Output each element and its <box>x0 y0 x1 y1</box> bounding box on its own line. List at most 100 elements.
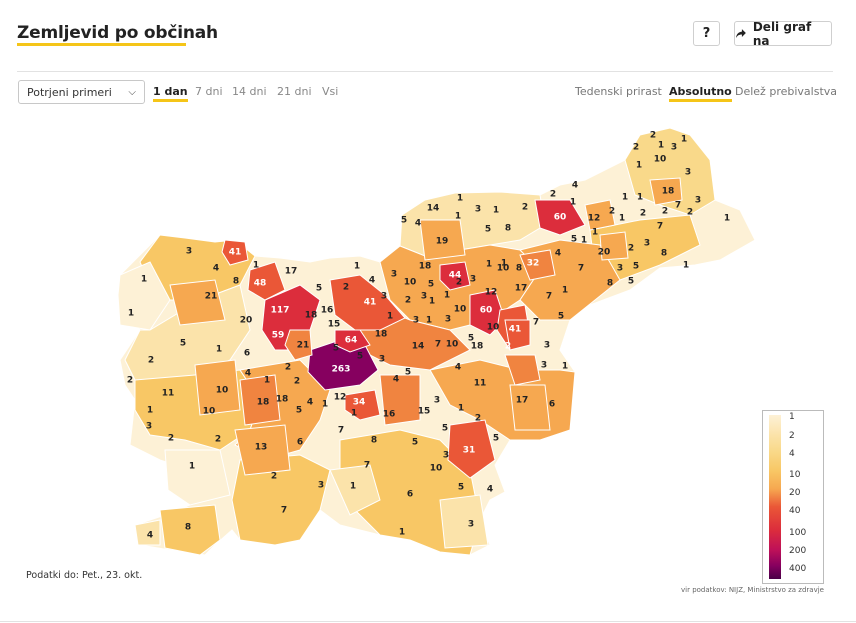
tab-weekly-growth[interactable]: Tedenski prirast <box>575 85 662 98</box>
region-ptuj <box>584 199 616 231</box>
map-label: 18 <box>375 330 388 340</box>
map-label: 6 <box>407 490 413 500</box>
map-label: 1 <box>681 135 687 145</box>
share-arrow-icon <box>735 28 746 38</box>
region-prekmurje <box>624 127 716 216</box>
map-label: 4 <box>555 249 561 259</box>
map-label: 8 <box>516 264 522 274</box>
map-label: 1 <box>636 161 642 171</box>
map-label: 2 <box>640 209 646 219</box>
map-label: 8 <box>233 277 239 287</box>
map-label: 1 <box>387 312 393 322</box>
map-label: 2 <box>168 434 174 444</box>
legend-tick: 40 <box>789 506 801 516</box>
map-label: 18 <box>471 342 484 352</box>
map-label: 3 <box>413 316 419 326</box>
tab-range-1-day[interactable]: 1 dan <box>153 85 188 102</box>
map-label: 1 <box>350 482 356 492</box>
map-label: 10 <box>203 407 216 417</box>
color-legend: 1 2 4 10 20 40 100 200 400 <box>762 410 824 584</box>
map-label: 18 <box>305 311 318 321</box>
map-label: 1 <box>570 198 576 208</box>
region-ormoz <box>599 231 629 261</box>
map-label: 7 <box>435 340 441 350</box>
map-label: 1 <box>399 528 405 538</box>
map-label: 60 <box>480 306 493 316</box>
map-label: 1 <box>562 362 568 372</box>
map-label: 4 <box>369 276 375 286</box>
map-label: 1 <box>724 214 730 224</box>
map-label: 1 <box>444 291 450 301</box>
map-label: 19 <box>436 237 449 247</box>
map-label: 3 <box>671 143 677 153</box>
map-label: 15 <box>418 407 431 417</box>
legend-tick: 200 <box>789 546 807 556</box>
map-label: 13 <box>255 443 268 453</box>
map-label: 20 <box>240 316 253 326</box>
map-label: 34 <box>353 398 366 408</box>
map-label: 10 <box>446 340 459 350</box>
map-label: 8 <box>371 436 377 446</box>
map-label: 2 <box>148 356 154 366</box>
region-grosuplje <box>344 389 381 421</box>
map-label: 1 <box>354 262 360 272</box>
map-label: 7 <box>546 292 552 302</box>
region-tolmin <box>169 279 226 326</box>
map-label: 2 <box>628 244 634 254</box>
map-label: 117 <box>271 306 290 316</box>
share-button[interactable]: Deli graf na <box>734 19 832 48</box>
legend-tick: 10 <box>789 470 801 480</box>
region-vrhnika <box>284 329 313 361</box>
legend-tick: 20 <box>789 488 801 498</box>
map-label: 5 <box>401 216 407 226</box>
map-label: 10 <box>430 464 443 474</box>
tab-range-7-days[interactable]: 7 dni <box>195 85 223 98</box>
map-label: 12 <box>485 288 498 298</box>
region-maribor <box>534 199 586 236</box>
region-litija <box>379 374 421 426</box>
map-label: 10 <box>497 264 510 274</box>
map-label: 3 <box>468 520 474 530</box>
map-label: 3 <box>541 361 547 371</box>
map-label: 5 <box>405 368 411 378</box>
map-label: 5 <box>442 424 448 434</box>
share-label: Deli graf na <box>752 19 812 48</box>
map-label: 17 <box>285 267 298 277</box>
map-label: 32 <box>527 259 540 269</box>
help-button[interactable]: ? <box>693 21 720 46</box>
map-label: 5 <box>316 284 322 294</box>
map-label: 5 <box>468 334 474 344</box>
map-label: 1 <box>457 194 463 204</box>
map-label: 1 <box>683 261 689 271</box>
map-label: 18 <box>276 395 289 405</box>
tab-range-21-days[interactable]: 21 dni <box>277 85 312 98</box>
tab-range-14-days[interactable]: 14 dni <box>232 85 267 98</box>
map-label: 1 <box>253 261 259 271</box>
map-label: 14 <box>412 342 425 352</box>
region-sentjur <box>504 354 541 386</box>
map-label: 7 <box>364 461 370 471</box>
map-label: 1 <box>562 286 568 296</box>
region-smarje <box>504 319 531 351</box>
region-idrija <box>239 374 281 426</box>
map-label: 5 <box>458 483 464 493</box>
region-piran <box>134 519 161 546</box>
map-label: 10 <box>487 323 500 333</box>
data-date: Podatki do: Pet., 23. okt. <box>26 570 143 581</box>
map-label: 4 <box>147 531 153 541</box>
map-label: 3 <box>445 315 451 325</box>
map-label: 4 <box>455 363 461 373</box>
map-label: 12 <box>334 393 347 403</box>
map-label: 5 <box>428 280 434 290</box>
tab-absolute[interactable]: Absolutno <box>669 85 732 102</box>
map-label: 2 <box>550 190 556 200</box>
tab-population-share[interactable]: Delež prebivalstva <box>735 85 838 98</box>
map-label: 1 <box>426 316 432 326</box>
map-label: 15 <box>328 320 341 330</box>
map-label: 7 <box>657 222 663 232</box>
tab-range-all[interactable]: Vsi <box>322 85 339 98</box>
region-domzale <box>334 329 371 353</box>
dataset-select[interactable]: Potrjeni primeri ⌵ <box>18 80 145 104</box>
map-label: 2 <box>405 296 411 306</box>
